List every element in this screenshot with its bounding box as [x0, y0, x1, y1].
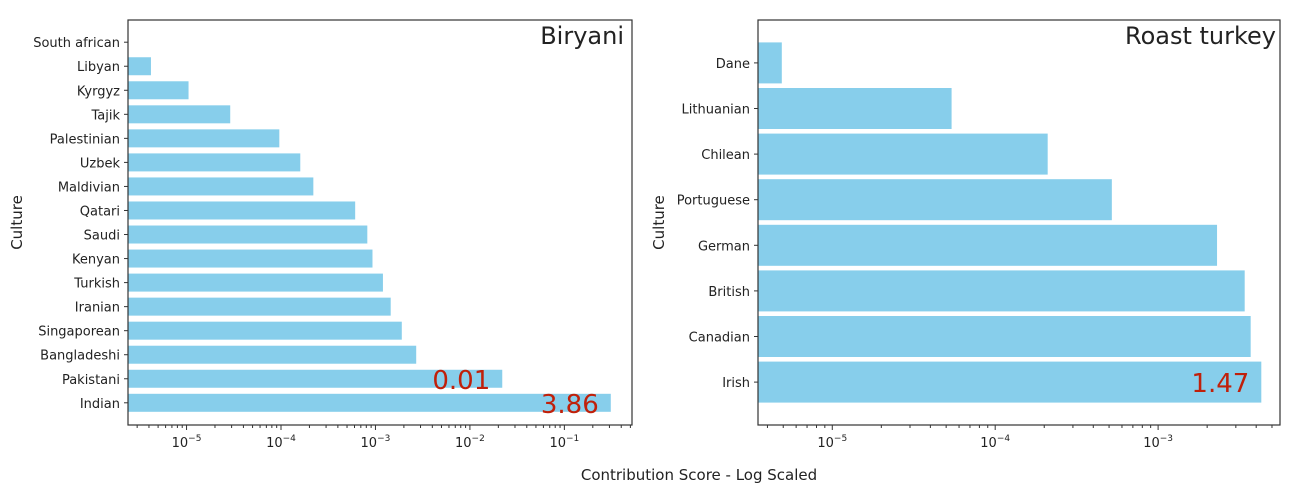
bar-lithuanian: [758, 88, 952, 129]
x-tick-label: 10−5: [172, 434, 202, 451]
bar-libyan: [128, 57, 151, 76]
y-tick-label: Kyrgyz: [77, 84, 120, 99]
y-tick-label: Dane: [716, 57, 750, 72]
y-tick-label: Singaporean: [38, 325, 120, 340]
axes-frame: [127, 19, 633, 426]
bar-iranian: [128, 297, 391, 316]
y-tick-label: South african: [33, 36, 120, 51]
y-tick-label: German: [698, 239, 750, 254]
y-tick-label: Canadian: [689, 331, 750, 346]
bar-kyrgyz: [128, 81, 189, 100]
x-tick-label: 10−3: [361, 434, 391, 451]
bar-maldivian: [128, 177, 314, 196]
data-annotation: 0.01: [432, 366, 490, 396]
x-tick-label: 10−5: [817, 434, 847, 451]
bar-qatari: [128, 201, 356, 220]
y-tick-label: Bangladeshi: [40, 349, 120, 364]
y-tick-label: Tajik: [90, 108, 120, 123]
y-tick-label: Lithuanian: [682, 103, 750, 118]
panel-0: South african Libyan Kyrgyz Tajik Palestinia…: [8, 19, 633, 451]
y-tick-label: Turkish: [73, 277, 120, 292]
data-annotation: 3.86: [541, 390, 599, 420]
bar-chilean: [758, 133, 1048, 175]
y-axis-label: Culture: [8, 195, 26, 250]
axes-frame: [757, 19, 1281, 426]
y-tick-label: Iranian: [75, 301, 120, 316]
bar-canadian: [758, 316, 1251, 357]
bar-bangladeshi: [128, 345, 417, 364]
bar-uzbek: [128, 153, 301, 172]
bar-portuguese: [758, 179, 1112, 221]
bar-british: [758, 270, 1245, 312]
y-tick-label: Pakistani: [62, 373, 120, 388]
y-tick-label: Saudi: [84, 229, 120, 244]
bar-singaporean: [128, 321, 402, 340]
x-tick-label: 10−4: [980, 434, 1010, 451]
x-axis-label: Contribution Score - Log Scaled: [581, 466, 817, 484]
bar-saudi: [128, 225, 368, 244]
x-tick-label: 10−2: [455, 434, 485, 451]
bar-german: [758, 224, 1218, 266]
data-annotation: 1.47: [1191, 369, 1249, 399]
bar-dane: [758, 42, 782, 84]
y-tick-label: Kenyan: [72, 253, 120, 268]
bar-pakistani: [128, 369, 503, 388]
y-tick-label: British: [708, 285, 750, 300]
bar-indian: [128, 393, 611, 412]
chart-title: Roast turkey: [1125, 22, 1276, 50]
y-tick-label: Indian: [80, 397, 120, 412]
bar-palestinian: [128, 129, 280, 148]
y-tick-label: Portuguese: [677, 194, 750, 209]
chart-title: Biryani: [540, 22, 624, 50]
y-axis-label: Culture: [650, 195, 668, 250]
bar-kenyan: [128, 249, 373, 268]
y-tick-label: Libyan: [77, 60, 120, 75]
y-tick-label: Irish: [722, 376, 750, 391]
y-tick-label: Chilean: [701, 148, 750, 163]
y-tick-label: Palestinian: [50, 132, 120, 147]
y-tick-label: Maldivian: [58, 180, 120, 195]
x-tick-label: 10−3: [1143, 434, 1173, 451]
panel-1: Dane Lithuanian Chilean Portuguese German Bri…: [650, 19, 1281, 451]
bar-tajik: [128, 105, 231, 124]
x-tick-label: 10−1: [549, 434, 579, 451]
bar-turkish: [128, 273, 383, 292]
x-tick-label: 10−4: [266, 434, 296, 451]
y-tick-label: Uzbek: [80, 156, 121, 171]
bar-irish: [758, 361, 1262, 403]
y-tick-label: Qatari: [80, 204, 120, 219]
